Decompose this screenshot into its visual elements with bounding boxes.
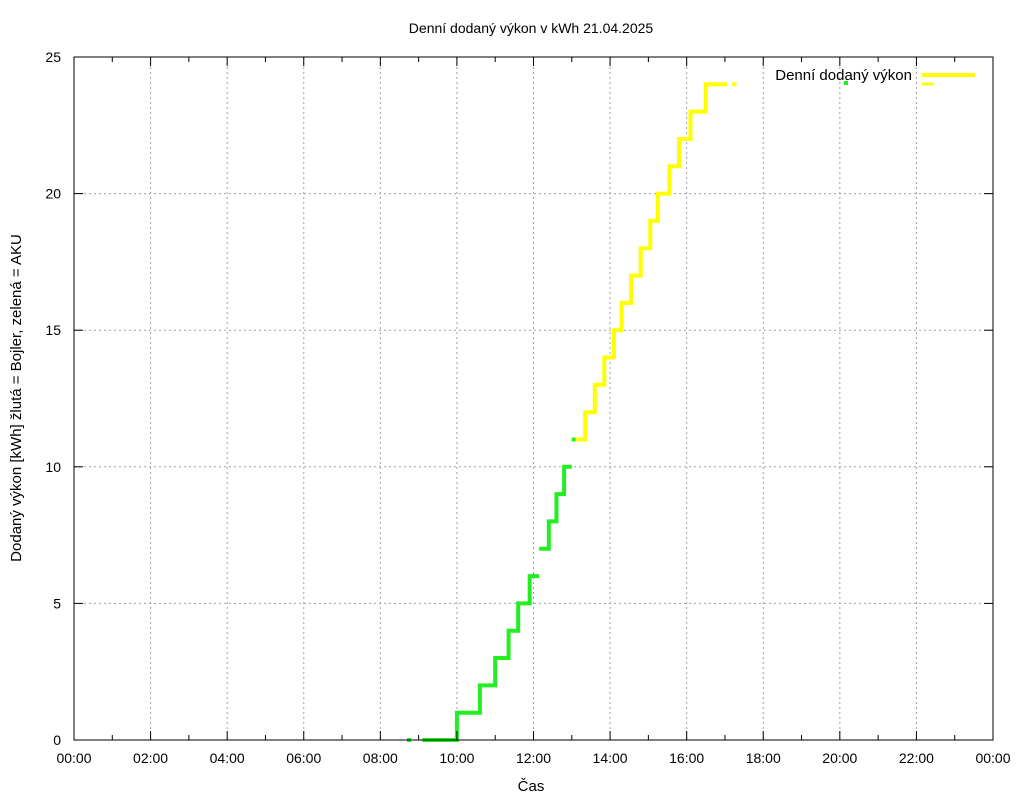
legend-label: Denní dodaný výkon	[775, 67, 912, 84]
x-tick-label: 20:00	[822, 750, 857, 766]
y-tick-label: 25	[45, 49, 61, 65]
x-tick-label: 22:00	[899, 750, 934, 766]
grid	[74, 57, 993, 740]
legend: Denní dodaný výkon	[775, 67, 975, 86]
series-line-3	[575, 82, 720, 442]
x-tick-label: 16:00	[669, 750, 704, 766]
x-tick-label: 04:00	[210, 750, 245, 766]
ticks	[73, 56, 994, 741]
x-tick-labels: 00:00 02:00 04:00 06:00 08:00 10:00 12:00 14:00…	[56, 750, 1010, 766]
x-tick-label: 08:00	[363, 750, 398, 766]
y-axis-label: Dodaný výkon [kWh] žlutá = Bojler, zelen…	[8, 234, 25, 562]
x-tick-label: 06:00	[286, 750, 321, 766]
x-tick-label: 00:00	[975, 750, 1010, 766]
y-tick-label: 20	[45, 186, 61, 202]
y-tick-labels: 0 5 10 15 20 25	[45, 49, 61, 748]
y-tick-label: 10	[45, 459, 61, 475]
x-tick-label: 12:00	[516, 750, 551, 766]
series-line-1	[539, 464, 572, 551]
x-tick-label: 00:00	[56, 750, 91, 766]
y-tick-label: 5	[53, 595, 61, 611]
y-tick-label: 0	[53, 732, 61, 748]
x-tick-label: 10:00	[439, 750, 474, 766]
x-tick-label: 18:00	[746, 750, 781, 766]
chart-title: Denní dodaný výkon v kWh 21.04.2025	[409, 20, 654, 36]
series-line-0	[422, 574, 540, 742]
x-tick-label: 02:00	[133, 750, 168, 766]
series-layer	[407, 82, 737, 742]
y-tick-label: 15	[45, 322, 61, 338]
x-tick-label: 14:00	[593, 750, 628, 766]
x-axis-label: Čas	[518, 778, 545, 795]
legend-green-marker	[844, 81, 848, 85]
